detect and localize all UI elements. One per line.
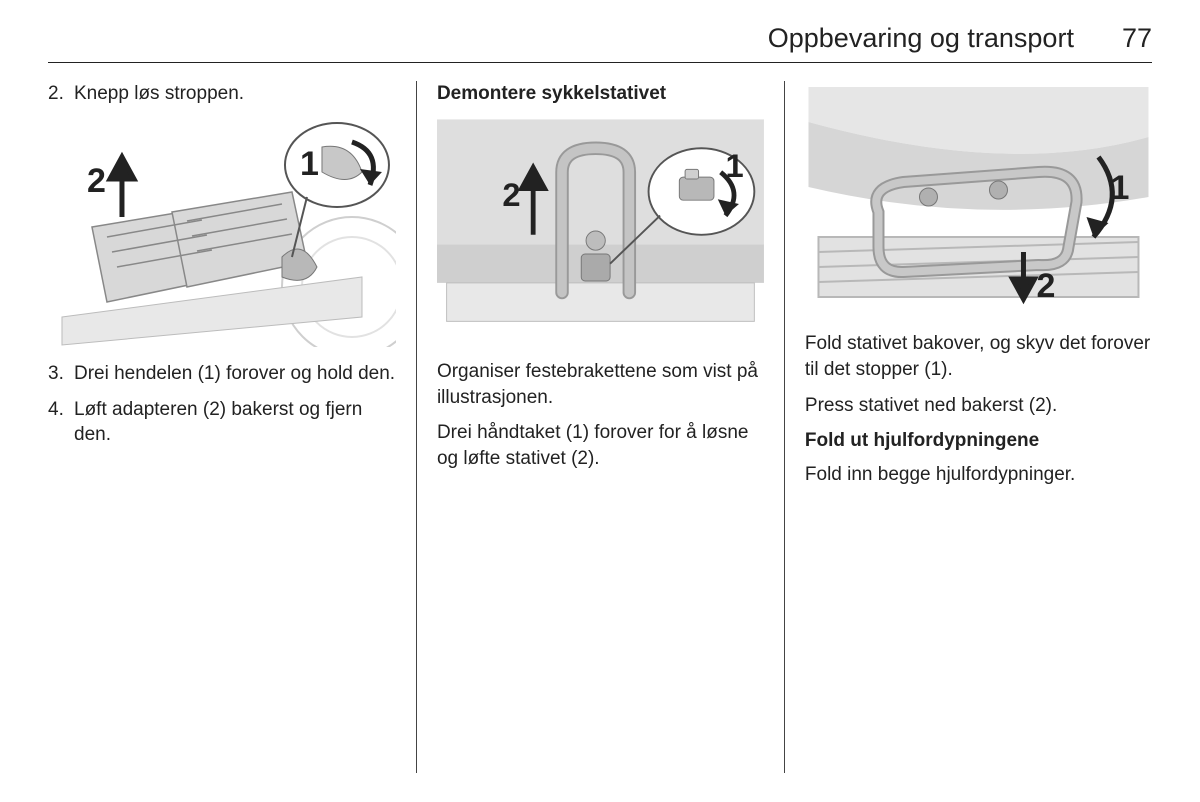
steps-list-cont: 3. Drei hendelen (1) forover og hold den… <box>48 361 396 448</box>
step-4: 4. Løft adapteren (2) bakerst og fjern d… <box>48 397 396 448</box>
step-text: Knepp løs stroppen. <box>74 81 396 107</box>
content-columns: 2. Knepp løs stroppen. <box>48 81 1152 773</box>
callout-1: 1 <box>300 145 319 183</box>
section-heading: Demontere sykkelstativet <box>437 81 764 107</box>
paragraph: Drei håndtaket (1) forover for å løsne o… <box>437 420 764 471</box>
paragraph: Organiser festebrakettene som vist på il… <box>437 359 764 410</box>
callout-1: 1 <box>725 147 743 184</box>
figure-fold-rack: 1 2 <box>805 87 1152 317</box>
step-number: 2. <box>48 81 74 107</box>
column-2: Demontere sykkelstativet <box>416 81 784 773</box>
step-text: Løft adapteren (2) bakerst og fjern den. <box>74 397 396 448</box>
step-2: 2. Knepp løs stroppen. <box>48 81 396 107</box>
running-head: Oppbevaring og transport <box>768 20 1074 56</box>
page-number: 77 <box>1122 20 1152 56</box>
paragraph: Press stativet ned bakerst (2). <box>805 393 1152 419</box>
steps-list: 2. Knepp løs stroppen. <box>48 81 396 107</box>
callout-2: 2 <box>502 176 520 213</box>
paragraph: Fold stativet bakover, og skyv det forov… <box>805 331 1152 382</box>
paragraph: Fold inn begge hjulfordypninger. <box>805 462 1152 488</box>
callout-2: 2 <box>87 162 106 200</box>
column-1: 2. Knepp løs stroppen. <box>48 81 416 773</box>
subsection-heading: Fold ut hjulfordypningene <box>805 428 1152 454</box>
step-text: Drei hendelen (1) forover og hold den. <box>74 361 396 387</box>
page-header: Oppbevaring og transport 77 <box>48 20 1152 63</box>
callout-1: 1 <box>1110 169 1129 207</box>
callout-2: 2 <box>1036 267 1055 305</box>
figure-disassemble-rack: 2 1 <box>437 115 764 345</box>
step-number: 3. <box>48 361 74 387</box>
step-number: 4. <box>48 397 74 448</box>
step-3: 3. Drei hendelen (1) forover og hold den… <box>48 361 396 387</box>
figure-strap-release: 2 1 <box>48 117 396 347</box>
column-3: 1 2 Fold stativet bakover, og skyv det f… <box>784 81 1152 773</box>
